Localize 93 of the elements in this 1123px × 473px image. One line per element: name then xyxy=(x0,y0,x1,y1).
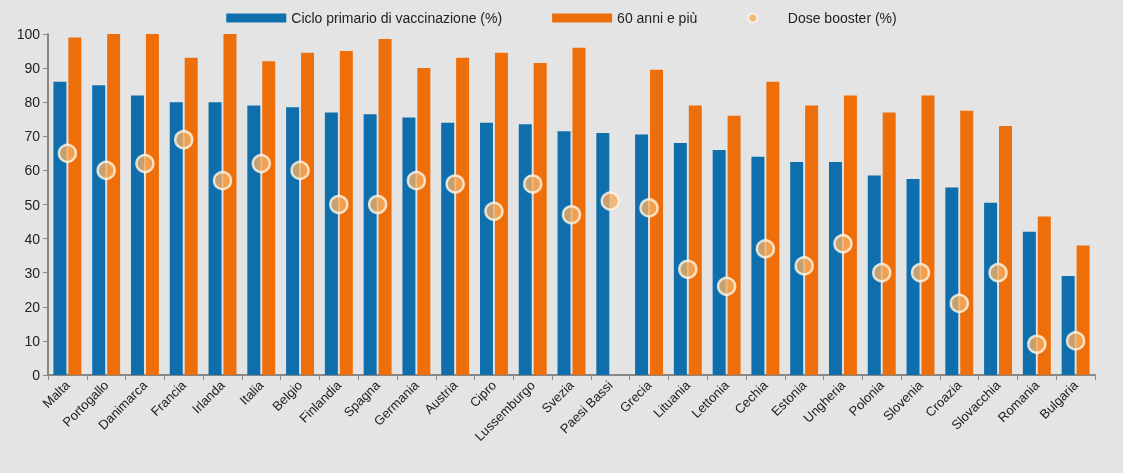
bar xyxy=(479,122,493,375)
point xyxy=(949,293,970,314)
bar xyxy=(999,126,1013,375)
bar xyxy=(1037,216,1051,375)
bar xyxy=(130,95,144,375)
bar xyxy=(712,149,726,375)
bar xyxy=(533,62,547,375)
point xyxy=(135,153,155,174)
y-tick-label: 100 xyxy=(16,26,41,42)
bar xyxy=(494,52,508,375)
bar xyxy=(596,132,610,375)
bar xyxy=(572,47,586,375)
bar xyxy=(247,105,261,375)
bar xyxy=(867,175,881,375)
point xyxy=(251,153,272,174)
y-tick-label: 30 xyxy=(24,264,41,281)
y-tick-label: 50 xyxy=(24,196,41,213)
point xyxy=(445,174,465,194)
point xyxy=(910,262,931,283)
y-tick-label: 40 xyxy=(24,230,41,247)
point xyxy=(639,198,659,218)
bar xyxy=(68,37,82,375)
y-tick-label: 60 xyxy=(24,162,41,179)
point xyxy=(716,276,737,297)
point xyxy=(871,262,892,283)
bar xyxy=(145,34,159,375)
point xyxy=(96,160,116,181)
bar xyxy=(882,112,896,375)
legend-label: Dose booster (%) xyxy=(787,10,897,26)
point xyxy=(794,256,814,276)
bar xyxy=(1076,245,1090,375)
bar xyxy=(673,143,687,375)
bar xyxy=(378,39,392,375)
point xyxy=(173,129,194,150)
bar xyxy=(184,57,198,375)
y-tick-label: 90 xyxy=(24,60,41,77)
bar xyxy=(557,131,571,375)
point xyxy=(406,170,427,191)
bar xyxy=(688,105,702,375)
y-tick-label: 0 xyxy=(32,367,41,383)
bar xyxy=(92,85,106,375)
point xyxy=(678,259,698,280)
bar xyxy=(417,68,431,375)
legend-label: Ciclo primario di vaccinazione (%) xyxy=(291,10,503,26)
bar xyxy=(766,81,780,375)
bar xyxy=(402,117,416,375)
point xyxy=(290,160,310,181)
bar xyxy=(286,107,300,375)
point xyxy=(212,170,233,191)
bar xyxy=(843,95,857,375)
point xyxy=(522,174,543,194)
point xyxy=(329,194,349,215)
bar xyxy=(223,34,237,375)
bar xyxy=(751,156,765,375)
bar xyxy=(169,102,183,375)
y-tick-label: 10 xyxy=(24,332,41,349)
bar xyxy=(828,161,842,375)
bar xyxy=(790,161,804,375)
point xyxy=(600,191,621,211)
point xyxy=(1027,334,1047,355)
y-tick-label: 80 xyxy=(24,94,41,111)
bar xyxy=(1022,231,1036,375)
bar xyxy=(339,51,353,375)
point xyxy=(1065,331,1086,351)
bar xyxy=(650,69,664,375)
bar xyxy=(805,105,819,375)
bar xyxy=(301,52,315,375)
bar xyxy=(456,57,470,375)
bar xyxy=(984,202,998,375)
bar xyxy=(906,178,920,375)
bar xyxy=(107,34,121,375)
bar xyxy=(635,134,649,375)
bar xyxy=(208,102,222,375)
bar xyxy=(518,124,532,375)
point xyxy=(988,262,1008,283)
y-tick-label: 70 xyxy=(24,128,41,145)
point xyxy=(833,233,853,254)
bar xyxy=(441,122,455,375)
bar xyxy=(53,81,67,375)
y-tick-label: 20 xyxy=(24,298,41,315)
point xyxy=(755,239,776,259)
bar xyxy=(960,110,974,375)
bar xyxy=(921,95,935,375)
legend-label: 60 anni e più xyxy=(617,10,698,26)
point xyxy=(57,143,78,164)
bar xyxy=(945,187,959,375)
bar xyxy=(262,61,276,375)
point xyxy=(484,201,504,222)
bar xyxy=(324,112,338,375)
bar xyxy=(727,115,741,375)
bar xyxy=(363,114,377,375)
point xyxy=(367,194,388,215)
point xyxy=(561,204,582,225)
